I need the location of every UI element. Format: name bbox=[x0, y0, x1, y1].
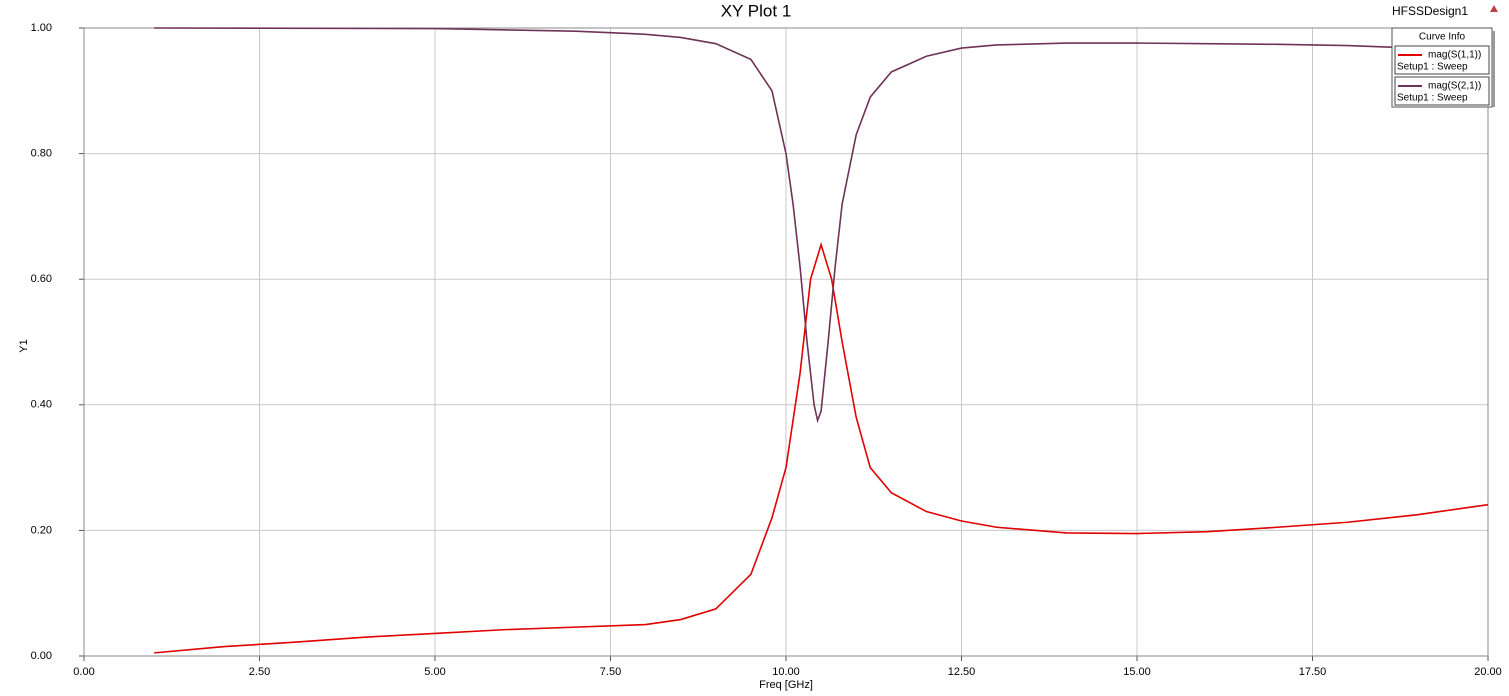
chart-title: XY Plot 1 bbox=[721, 1, 792, 20]
legend-label: mag(S(1,1)) bbox=[1428, 50, 1481, 61]
x-tick-label: 7.50 bbox=[600, 666, 621, 678]
legend-title: Curve Info bbox=[1419, 32, 1466, 43]
legend-entry bbox=[1394, 45, 1490, 75]
y-axis-label: Y1 bbox=[18, 339, 30, 352]
y-tick-label: 0.80 bbox=[31, 148, 52, 160]
x-axis-label: Freq [GHz] bbox=[759, 679, 813, 691]
x-tick-label: 20.00 bbox=[1474, 666, 1502, 678]
plot-frame bbox=[83, 27, 1489, 657]
x-tick-label: 15.00 bbox=[1123, 666, 1151, 678]
y-tick-label: 0.60 bbox=[31, 273, 52, 285]
legend-entry bbox=[1394, 76, 1490, 106]
x-tick-label: 10.00 bbox=[772, 666, 800, 678]
x-tick-label: 12.50 bbox=[948, 666, 976, 678]
x-tick-label: 5.00 bbox=[424, 666, 445, 678]
y-tick-label: 0.40 bbox=[31, 399, 52, 411]
legend-setup: Setup1 : Sweep bbox=[1397, 62, 1468, 73]
legend-shadow bbox=[1492, 31, 1495, 107]
y-tick-label: 1.00 bbox=[31, 22, 52, 34]
y-tick-label: 0.20 bbox=[31, 524, 52, 536]
data-line bbox=[154, 241, 1489, 654]
legend-label: mag(S(2,1)) bbox=[1428, 81, 1481, 92]
x-tick-label: 17.50 bbox=[1299, 666, 1327, 678]
design-icon[interactable] bbox=[1490, 5, 1498, 12]
x-tick-label: 2.50 bbox=[249, 666, 270, 678]
x-tick-label: 0.00 bbox=[73, 666, 94, 678]
data-line bbox=[154, 27, 1489, 424]
y-tick-label: 0.00 bbox=[31, 650, 52, 662]
design-name: HFSSDesign1 bbox=[1392, 4, 1468, 18]
legend-setup: Setup1 : Sweep bbox=[1397, 93, 1468, 104]
